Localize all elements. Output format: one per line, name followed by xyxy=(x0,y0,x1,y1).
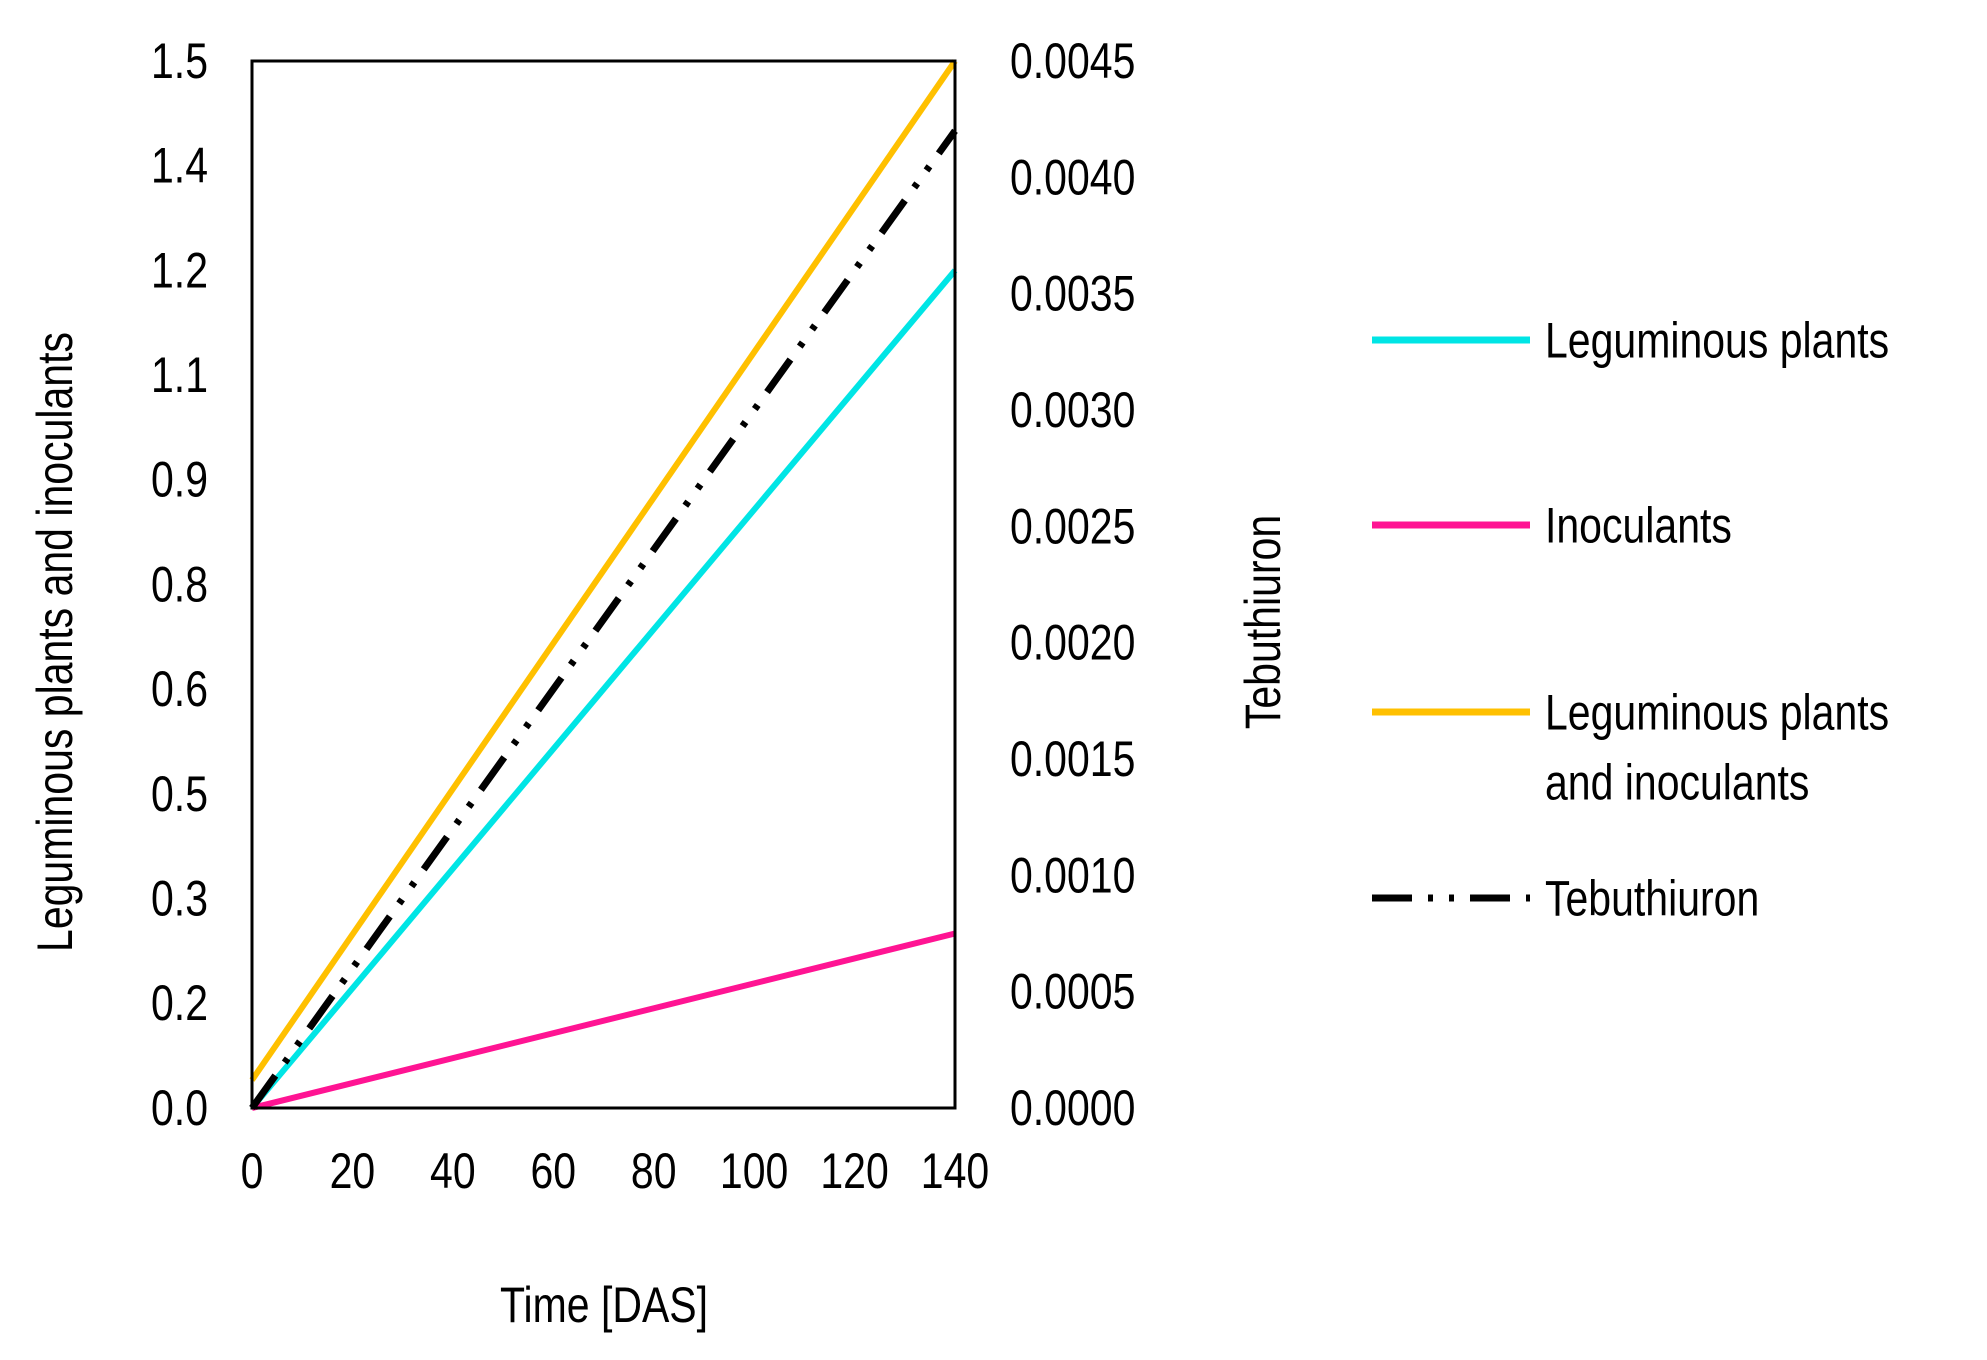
series-layer xyxy=(249,59,958,1111)
y2-tick-label: 0.0015 xyxy=(1010,731,1135,787)
x-tick-label: 100 xyxy=(720,1143,788,1199)
legend-label: Leguminous plants and inoculants xyxy=(1545,684,1889,810)
x-tick-label: 140 xyxy=(921,1143,989,1199)
y-tick-label: 0.3 xyxy=(151,871,208,927)
y2-tick-label: 0.0045 xyxy=(1010,33,1135,89)
y-tick-label: 1.1 xyxy=(151,347,208,403)
y-axis-right: 0.0000 0.0005 0.0010 0.0015 0.0020 0.0025 0.00… xyxy=(1010,33,1135,1136)
y-axis-left: 0.0 0.2 0.3 0.5 0.6 0.8 0.9 1.1 1.2 1.4 1.5 xyxy=(151,33,208,1136)
y-tick-label: 0.9 xyxy=(151,452,208,508)
y-tick-label: 0.8 xyxy=(151,557,208,613)
x-tick-label: 20 xyxy=(330,1143,376,1199)
y2-tick-label: 0.0040 xyxy=(1010,149,1135,205)
y2-tick-label: 0.0010 xyxy=(1010,847,1135,903)
y-tick-label: 1.4 xyxy=(151,138,208,194)
y-axis-title: Leguminous plants and inoculants xyxy=(27,332,83,952)
legend-label: Tebuthiuron xyxy=(1545,870,1759,926)
y-tick-label: 1.2 xyxy=(151,243,208,299)
y-tick-label: 0.6 xyxy=(151,661,208,717)
y-tick-label: 0.5 xyxy=(151,766,208,822)
y2-tick-label: 0.0005 xyxy=(1010,964,1135,1020)
y2-tick-label: 0.0025 xyxy=(1010,498,1135,554)
plot-area-frame xyxy=(250,59,957,1110)
y-tick-label: 1.5 xyxy=(151,33,208,89)
x-axis-title: Time [DAS] xyxy=(500,1277,708,1333)
legend-label: Inoculants xyxy=(1545,497,1732,553)
y2-tick-label: 0.0030 xyxy=(1010,382,1135,438)
y2-tick-label: 0.0000 xyxy=(1010,1080,1135,1136)
series-line xyxy=(249,128,958,1111)
x-tick-label: 120 xyxy=(820,1143,888,1199)
y2-axis-title: Tebuthiuron xyxy=(1235,515,1291,729)
legend-label: Leguminous plants xyxy=(1545,312,1889,368)
y-tick-label: 0.2 xyxy=(151,975,208,1031)
x-axis: 0 20 40 60 80 100 120 140 xyxy=(241,1143,990,1199)
legend: Leguminous plants Inoculants Leguminous pl… xyxy=(1372,312,1889,926)
x-tick-label: 0 xyxy=(241,1143,264,1199)
x-tick-label: 60 xyxy=(530,1143,576,1199)
y-tick-label: 0.0 xyxy=(151,1080,208,1136)
x-tick-label: 80 xyxy=(631,1143,677,1199)
series-line xyxy=(251,930,956,1111)
series-line xyxy=(249,268,958,1110)
y2-tick-label: 0.0020 xyxy=(1010,615,1135,671)
y2-tick-label: 0.0035 xyxy=(1010,266,1135,322)
x-tick-label: 40 xyxy=(430,1143,476,1199)
series-line xyxy=(249,59,958,1082)
